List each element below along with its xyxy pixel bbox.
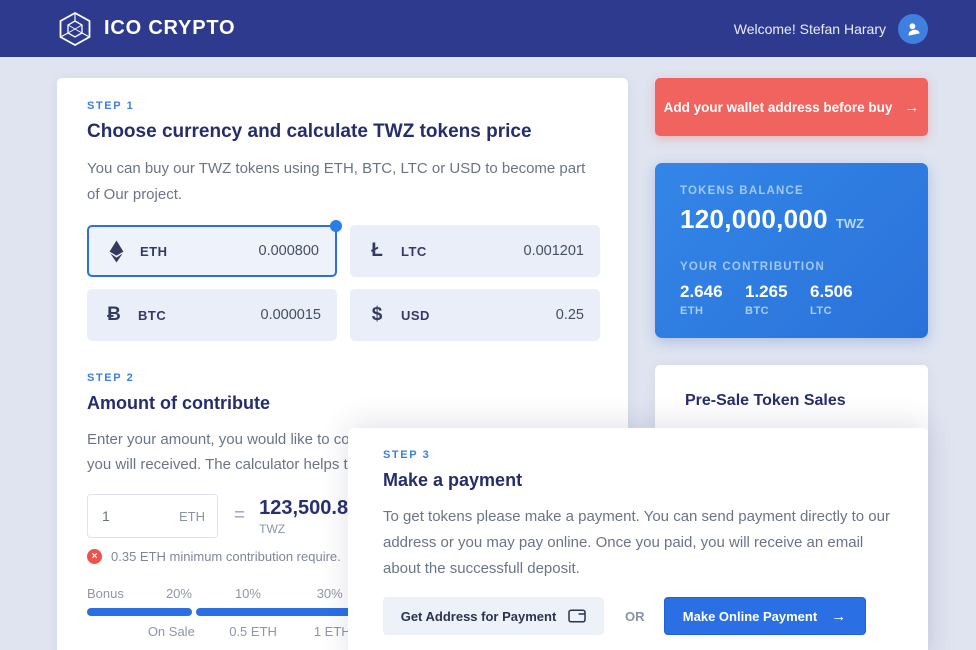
currency-tile-usd[interactable]: $ USD 0.25 (350, 289, 600, 341)
bonus-percent: 10% (234, 586, 261, 601)
bonus-bar-segment (87, 608, 192, 616)
contribution-eth: 2.646 ETH (680, 282, 745, 317)
error-icon: × (87, 549, 102, 564)
conversion-result: 123,500.84 TWZ (259, 497, 359, 536)
contribution-row: 2.646 ETH 1.265 BTC 6.506 LTC (680, 282, 903, 317)
contribution-btc: 1.265 BTC (745, 282, 810, 317)
bonus-milestone: 0.5 ETH (229, 624, 277, 639)
make-online-payment-button[interactable]: Make Online Payment → (663, 597, 866, 635)
result-unit: TWZ (259, 521, 286, 536)
bonus-percent: 30% (316, 586, 343, 601)
litecoin-icon: Ł (371, 240, 383, 261)
bonus-labels: Bonus 20% 10% 30% (87, 586, 598, 602)
get-address-label: Get Address for Payment (400, 608, 557, 624)
amount-field-wrap: ETH (87, 494, 218, 538)
bitcoin-icon: Ƀ (107, 304, 121, 325)
step3-description: To get tokens please make a payment. You… (383, 508, 890, 577)
currency-code: USD (401, 307, 430, 323)
brand-logo-icon (57, 11, 93, 47)
make-payment-card: STEP 3 Make a payment To get tokens plea… (348, 428, 928, 650)
contribution-unit: LTC (810, 305, 833, 317)
step2-description-line1: Enter your amount, you would like to con… (87, 431, 429, 448)
minimum-contribution-error: × 0.35 ETH minimum contribution require. (87, 549, 598, 564)
tokens-balance-label: TOKENS BALANCE (680, 185, 804, 197)
ethereum-icon (105, 240, 127, 263)
tokens-balance-value-row: 120,000,000 TWZ (680, 204, 903, 235)
arrow-right-icon: → (904, 98, 920, 116)
bonus-label: Bonus (87, 586, 124, 601)
amount-unit-label: ETH (179, 508, 205, 524)
contribution-unit: ETH (680, 305, 704, 317)
add-wallet-address-button[interactable]: Add your wallet address before buy → (655, 78, 928, 136)
selected-indicator-dot (330, 220, 342, 232)
arrow-right-icon: → (831, 607, 847, 625)
contribution-value: 2.646 (680, 282, 723, 301)
result-value: 123,500.84 (259, 496, 360, 519)
currency-code: BTC (138, 307, 167, 323)
tokens-balance-value: 120,000,000 (680, 204, 828, 234)
bonus-bar-segment (195, 608, 388, 616)
dollar-icon: $ (371, 304, 383, 325)
step3-title: Make a payment (383, 470, 523, 490)
step2-description-line2: you will received. The calculator helps … (87, 456, 410, 473)
currency-tile-ltc[interactable]: Ł LTC 0.001201 (350, 225, 600, 277)
currency-tile-btc[interactable]: Ƀ BTC 0.000015 (87, 289, 337, 341)
navbar-right: Welcome! Stefan Harary (733, 13, 928, 44)
online-payment-label: Make Online Payment (682, 608, 818, 624)
currency-code: ETH (140, 243, 168, 259)
contribution-value: 6.506 (810, 282, 853, 301)
brand[interactable]: ICO CRYPTO (57, 11, 235, 47)
step1-description: You can buy our TWZ tokens using ETH, BT… (87, 160, 586, 203)
user-icon (905, 21, 921, 37)
or-separator: OR (625, 608, 645, 624)
payment-buttons-row: Get Address for Payment OR Make Online P… (383, 597, 893, 635)
step1-label: STEP 1 (87, 100, 135, 112)
user-avatar[interactable] (898, 13, 928, 44)
bonus-percent: 20% (165, 586, 192, 601)
bonus-milestone: On Sale (147, 624, 195, 639)
currency-rate: 0.25 (555, 307, 584, 323)
currency-rate: 0.000800 (258, 243, 319, 259)
brand-name: ICO CRYPTO (104, 17, 236, 39)
contribution-value: 1.265 (745, 282, 788, 301)
step1-title: Choose currency and calculate TWZ tokens… (87, 121, 532, 142)
step3-label: STEP 3 (383, 449, 431, 461)
step2-label: STEP 2 (87, 372, 135, 384)
presale-title: Pre-Sale Token Sales (685, 392, 846, 409)
currency-tiles: ETH 0.000800 Ł LTC 0.001201 Ƀ BTC 0.0000… (87, 220, 600, 341)
welcome-text: Welcome! Stefan Harary (733, 20, 886, 37)
tokens-balance-unit: TWZ (835, 216, 865, 231)
your-contribution-label: YOUR CONTRIBUTION (680, 261, 825, 273)
wallet-card-icon (568, 609, 587, 623)
bonus-milestone: 1 ETH (313, 624, 351, 639)
equals-sign: = (234, 505, 246, 526)
contribution-ltc: 6.506 LTC (810, 282, 875, 317)
error-text: 0.35 ETH minimum contribution require. (111, 549, 341, 564)
currency-code: LTC (401, 243, 427, 259)
contribution-unit: BTC (745, 305, 770, 317)
navbar: ICO CRYPTO Welcome! Stefan Harary (0, 0, 976, 57)
tokens-balance-card: TOKENS BALANCE 120,000,000 TWZ YOUR CONT… (655, 163, 928, 338)
currency-tile-eth[interactable]: ETH 0.000800 (87, 220, 342, 277)
currency-rate: 0.000015 (260, 307, 321, 323)
step2-title: Amount of contribute (87, 393, 270, 413)
bonus-milestones: On Sale 0.5 ETH 1 ETH (87, 624, 598, 640)
amount-input[interactable] (102, 508, 172, 524)
get-address-for-payment-button[interactable]: Get Address for Payment (383, 597, 604, 635)
alert-label: Add your wallet address before buy (663, 99, 893, 115)
currency-rate: 0.001201 (523, 243, 584, 259)
calculator: ETH = 123,500.84 TWZ (87, 494, 598, 538)
